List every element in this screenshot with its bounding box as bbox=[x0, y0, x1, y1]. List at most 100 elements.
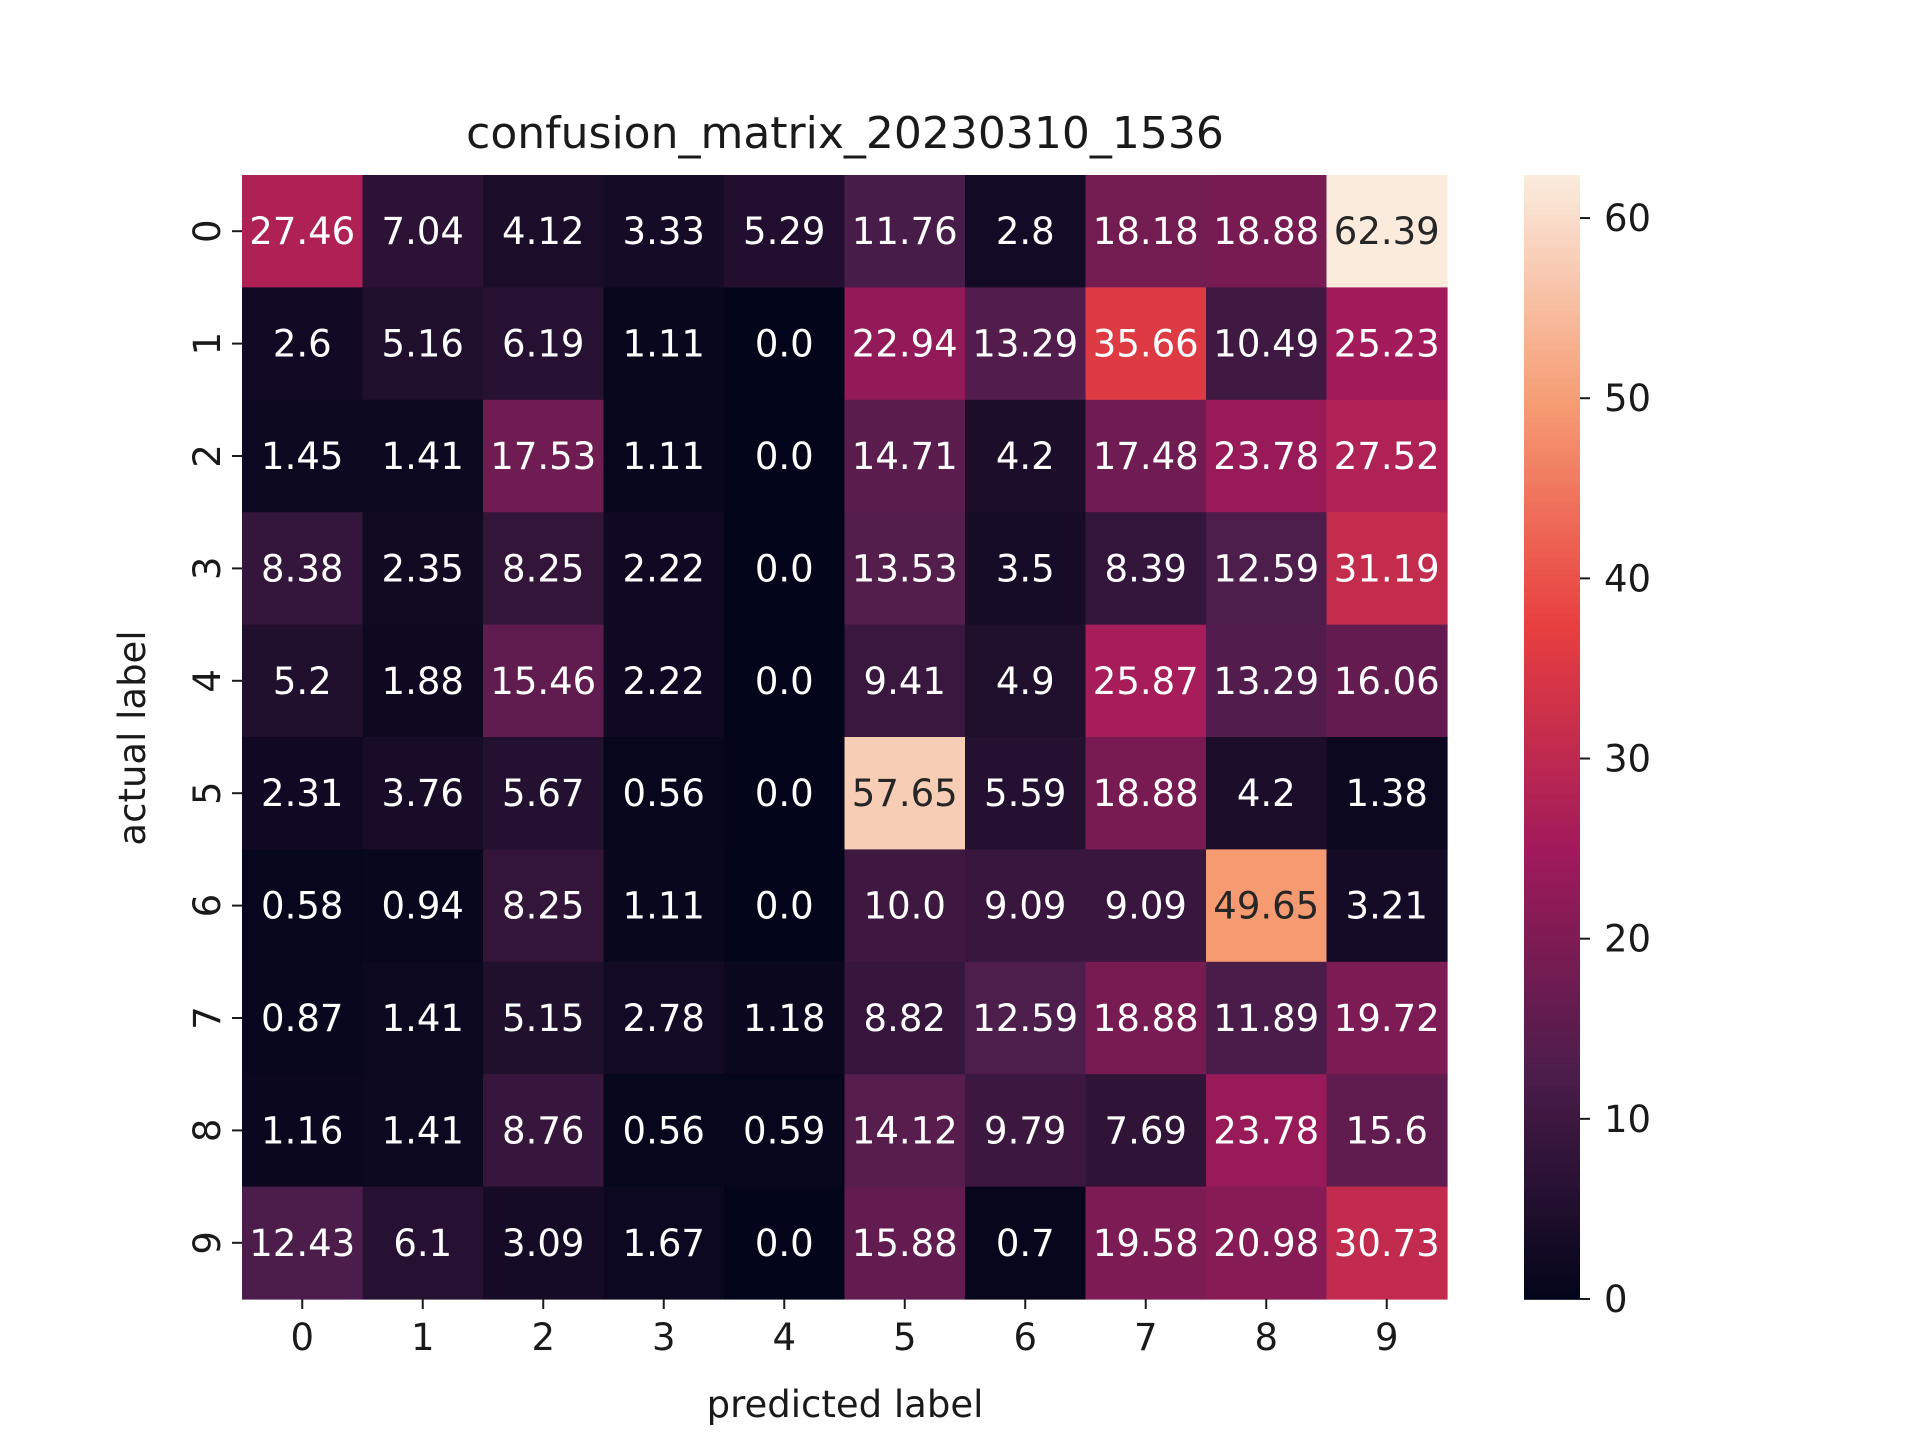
cell-value-label: 27.52 bbox=[1334, 435, 1440, 478]
heatmap-cell bbox=[483, 624, 605, 738]
cell-value-label: 8.25 bbox=[502, 547, 584, 590]
colorbar-segment bbox=[1524, 967, 1580, 974]
cell-value-label: 1.16 bbox=[261, 1109, 343, 1152]
colorbar-segment bbox=[1524, 826, 1580, 834]
y-tick-label: 5 bbox=[186, 781, 229, 805]
colorbar-segment bbox=[1524, 1242, 1580, 1250]
colorbar-segment bbox=[1524, 973, 1580, 980]
cell-value-label: 12.59 bbox=[972, 997, 1078, 1040]
heatmap-cell bbox=[483, 287, 605, 401]
heatmap-cell bbox=[1326, 961, 1448, 1075]
cell-value-label: 0.94 bbox=[382, 885, 464, 928]
colorbar-segment bbox=[1524, 579, 1580, 587]
cell-value-label: 3.5 bbox=[996, 547, 1055, 590]
heatmap-cell bbox=[724, 287, 846, 401]
colorbar-segment bbox=[1524, 1051, 1580, 1059]
heatmap-cell bbox=[1326, 849, 1448, 963]
colorbar-segment bbox=[1524, 1040, 1580, 1047]
colorbar-segment bbox=[1524, 877, 1580, 884]
cell-value-label: 2.35 bbox=[382, 547, 464, 590]
colorbar-segment bbox=[1524, 753, 1580, 761]
cell-value-label: 7.69 bbox=[1105, 1109, 1187, 1152]
cell-value-label: 1.67 bbox=[623, 1222, 705, 1265]
colorbar-segment bbox=[1524, 343, 1580, 351]
heatmap-cell bbox=[242, 961, 364, 1075]
colorbar-segment bbox=[1524, 517, 1580, 525]
colorbar-segment bbox=[1524, 899, 1580, 907]
cell-value-label: 5.16 bbox=[382, 323, 464, 366]
colorbar-segment bbox=[1524, 315, 1580, 322]
colorbar-segment bbox=[1524, 309, 1580, 317]
cell-value-label: 6.1 bbox=[393, 1222, 452, 1265]
colorbar-segment bbox=[1524, 399, 1580, 407]
heatmap-cell bbox=[844, 287, 966, 401]
cell-value-label: 9.79 bbox=[984, 1109, 1066, 1152]
x-axis: 0 1 2 3 4 5 6 7 8 9 bbox=[290, 1299, 1399, 1359]
colorbar-segment bbox=[1524, 208, 1580, 216]
colorbar-segment bbox=[1524, 326, 1580, 334]
heatmap-cell bbox=[1085, 399, 1207, 513]
cell-value-label: 0.0 bbox=[755, 772, 814, 815]
cell-value-label: 0.87 bbox=[261, 997, 343, 1040]
heatmap-cell bbox=[483, 1186, 605, 1300]
cell-value-label: 22.94 bbox=[852, 323, 958, 366]
heatmap-cell bbox=[965, 175, 1087, 288]
colorbar-segment bbox=[1524, 500, 1580, 508]
colorbar-segment bbox=[1524, 849, 1580, 856]
colorbar-segment bbox=[1524, 529, 1580, 536]
cell-value-label: 9.41 bbox=[864, 660, 946, 703]
colorbar-segment bbox=[1524, 180, 1580, 188]
colorbar-segment bbox=[1524, 540, 1580, 547]
colorbar-segment bbox=[1524, 349, 1580, 356]
colorbar-segment bbox=[1524, 360, 1580, 367]
colorbar-segment bbox=[1524, 186, 1580, 193]
colorbar-segment bbox=[1524, 236, 1580, 244]
colorbar-segment bbox=[1524, 219, 1580, 227]
colorbar-segment bbox=[1524, 1254, 1580, 1261]
cell-value-label: 0.0 bbox=[755, 1222, 814, 1265]
cell-value-label: 7.04 bbox=[382, 210, 464, 253]
colorbar-segment bbox=[1524, 472, 1580, 480]
colorbar-segment bbox=[1524, 1209, 1580, 1216]
colorbar-segment bbox=[1524, 354, 1580, 362]
colorbar-segment bbox=[1524, 264, 1580, 272]
colorbar-segment bbox=[1524, 1259, 1580, 1267]
heatmap-cell bbox=[603, 399, 725, 513]
colorbar-segment bbox=[1524, 624, 1580, 632]
heatmap-cell bbox=[483, 849, 605, 963]
cell-value-label: 1.41 bbox=[382, 435, 464, 478]
colorbar-segment bbox=[1524, 692, 1580, 699]
cell-value-label: 0.0 bbox=[755, 660, 814, 703]
colorbar-segment bbox=[1524, 641, 1580, 648]
x-axis-label: predicted label bbox=[707, 1383, 984, 1426]
heatmap-cell bbox=[1085, 175, 1207, 288]
cell-value-label: 30.73 bbox=[1334, 1222, 1440, 1265]
colorbar-segment bbox=[1524, 832, 1580, 839]
colorbar-segment bbox=[1524, 467, 1580, 474]
colorbar-segment bbox=[1524, 1225, 1580, 1233]
colorbar-segment bbox=[1524, 630, 1580, 637]
colorbar-segment bbox=[1524, 534, 1580, 542]
colorbar-segment bbox=[1524, 1287, 1580, 1295]
cell-value-label: 23.78 bbox=[1213, 1109, 1319, 1152]
colorbar-segment bbox=[1524, 737, 1580, 744]
colorbar-segment bbox=[1524, 815, 1580, 823]
cell-value-label: 2.22 bbox=[623, 660, 705, 703]
heatmap-cell bbox=[724, 961, 846, 1075]
colorbar-segment bbox=[1524, 984, 1580, 991]
colorbar-segment bbox=[1524, 394, 1580, 401]
cell-value-label: 5.67 bbox=[502, 772, 584, 815]
colorbar-segment bbox=[1524, 1214, 1580, 1222]
heatmap-cell bbox=[965, 287, 1087, 401]
cell-value-label: 2.31 bbox=[261, 772, 343, 815]
colorbar-segment bbox=[1524, 416, 1580, 424]
colorbar-segment bbox=[1524, 663, 1580, 671]
colorbar-segment bbox=[1524, 1265, 1580, 1272]
heatmap-cell bbox=[242, 849, 364, 963]
colorbar-segment bbox=[1524, 725, 1580, 733]
heatmap-cell bbox=[242, 1186, 364, 1300]
colorbar-segment bbox=[1524, 1152, 1580, 1160]
colorbar-segment bbox=[1524, 742, 1580, 750]
colorbar-segment bbox=[1524, 1124, 1580, 1132]
heatmap-cell bbox=[242, 1074, 364, 1188]
